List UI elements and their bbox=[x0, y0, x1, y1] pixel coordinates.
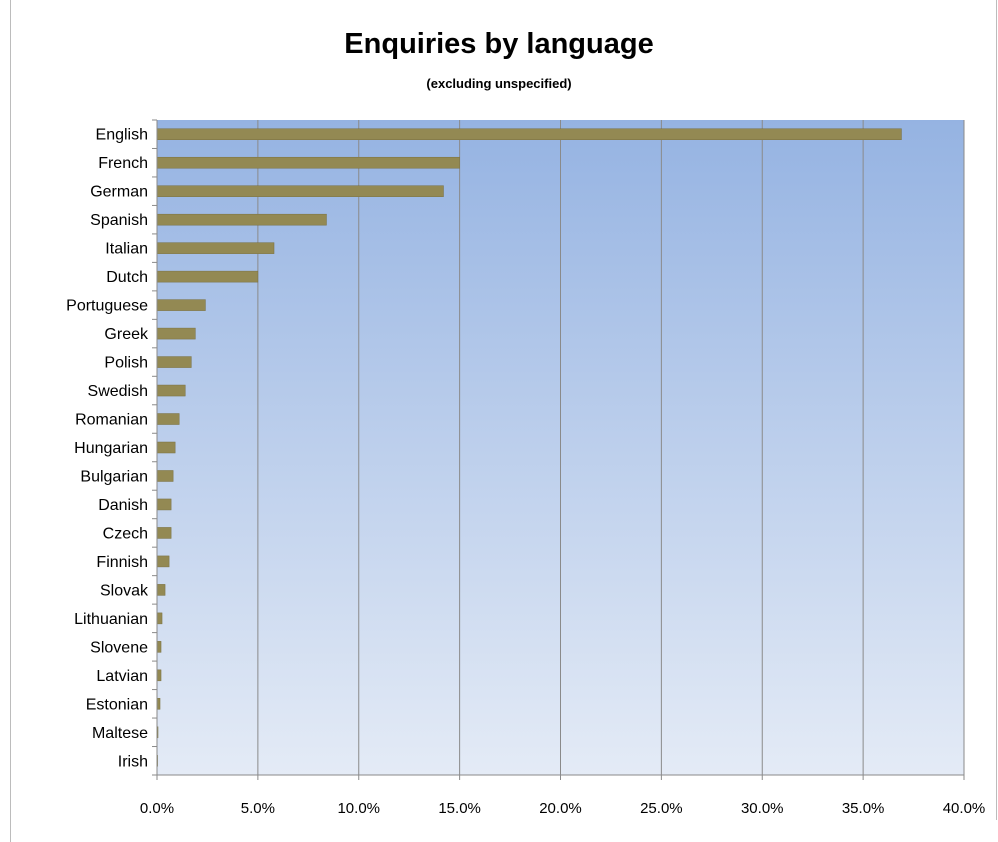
category-label: Bulgarian bbox=[80, 468, 148, 485]
bar-italian bbox=[156, 242, 275, 254]
bar-german bbox=[156, 185, 444, 197]
category-label: German bbox=[90, 184, 148, 201]
category-label: English bbox=[96, 127, 148, 144]
category-label: Slovak bbox=[100, 582, 149, 599]
category-label: Romanian bbox=[75, 412, 148, 429]
bar-danish bbox=[156, 498, 172, 511]
bar-latvian bbox=[156, 669, 162, 682]
x-tick-label: 0.0% bbox=[140, 800, 174, 817]
x-tick-label: 30.0% bbox=[741, 800, 784, 817]
category-label: Dutch bbox=[106, 269, 148, 286]
bar-slovene bbox=[156, 641, 162, 653]
x-tick-label: 40.0% bbox=[943, 800, 986, 817]
bar-greek bbox=[156, 327, 196, 340]
category-label: Finnish bbox=[96, 554, 148, 571]
category-label: Slovene bbox=[90, 639, 148, 656]
category-label: Irish bbox=[118, 753, 148, 770]
x-tick-label: 20.0% bbox=[539, 800, 582, 817]
category-label: Swedish bbox=[88, 383, 148, 400]
bar-spanish bbox=[156, 213, 327, 226]
bar-polish bbox=[156, 356, 192, 368]
category-label: Portuguese bbox=[66, 298, 148, 315]
category-label: Latvian bbox=[96, 668, 148, 685]
bar-english bbox=[156, 128, 902, 140]
x-tick-label: 15.0% bbox=[438, 800, 481, 817]
category-label: Italian bbox=[105, 241, 148, 258]
bar-finnish bbox=[156, 555, 170, 568]
category-label: Hungarian bbox=[74, 440, 148, 457]
category-label: Polish bbox=[104, 355, 148, 372]
category-label: Danish bbox=[98, 497, 148, 514]
chart-subtitle: (excluding unspecified) bbox=[426, 76, 572, 91]
bar-hungarian bbox=[156, 441, 176, 454]
x-tick-label: 25.0% bbox=[640, 800, 683, 817]
bar-dutch bbox=[156, 270, 259, 283]
chart-title: Enquiries by language bbox=[344, 28, 654, 60]
category-label: Czech bbox=[103, 525, 148, 542]
category-label: Maltese bbox=[92, 725, 148, 742]
bar-lithuanian bbox=[156, 612, 163, 625]
bar-swedish bbox=[156, 384, 186, 397]
category-label: Lithuanian bbox=[74, 611, 148, 628]
bar-bulgarian bbox=[156, 470, 174, 482]
category-label: Estonian bbox=[86, 696, 148, 713]
bar-french bbox=[156, 156, 460, 169]
x-tick-label: 10.0% bbox=[337, 800, 380, 817]
x-tick-label: 5.0% bbox=[241, 800, 275, 817]
chart-frame bbox=[10, 0, 997, 820]
bar-portuguese bbox=[156, 299, 206, 311]
bar-romanian bbox=[156, 413, 180, 425]
bar-czech bbox=[156, 527, 172, 539]
x-tick-label: 35.0% bbox=[842, 800, 885, 817]
category-label: French bbox=[98, 155, 148, 172]
category-label: Spanish bbox=[90, 212, 148, 229]
chart-frame-edge bbox=[10, 819, 11, 842]
bar-slovak bbox=[156, 584, 166, 596]
category-label: Greek bbox=[104, 326, 149, 343]
